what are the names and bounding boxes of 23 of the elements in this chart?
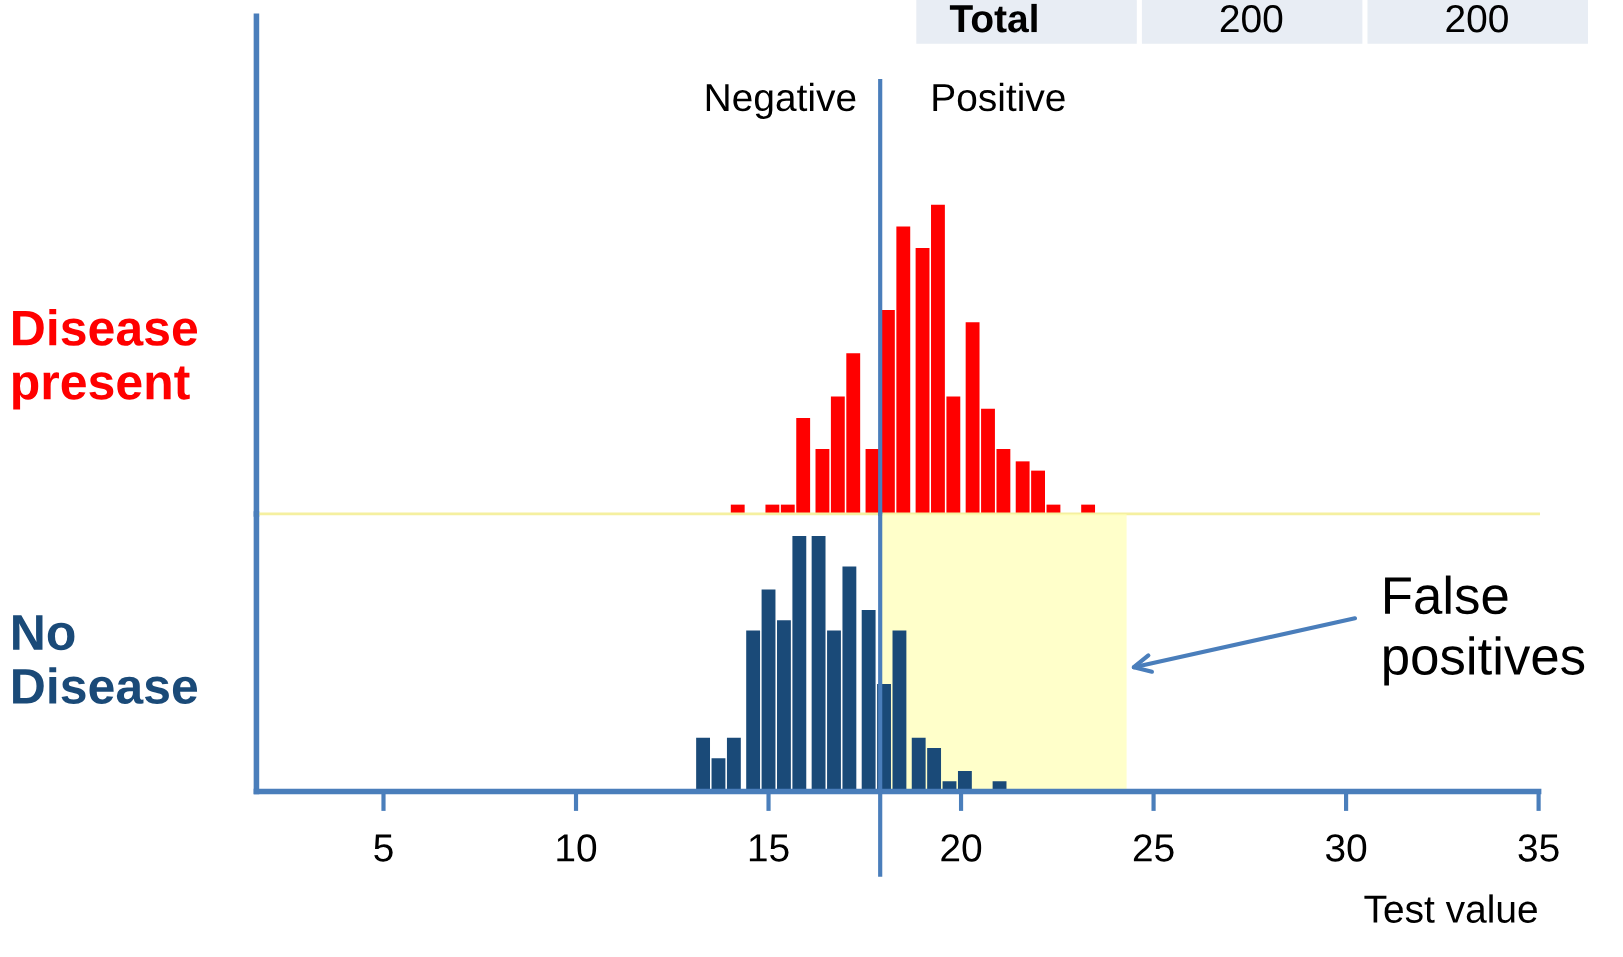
x-tick-label: 15 xyxy=(749,834,789,862)
bar xyxy=(746,630,761,792)
text: Negative xyxy=(706,82,856,119)
text: 200 xyxy=(1220,4,1283,33)
bar xyxy=(726,737,741,792)
annotation: False positives xyxy=(1384,575,1585,686)
text: Disease present xyxy=(13,309,198,410)
text: 200 xyxy=(1446,4,1508,33)
bar xyxy=(915,248,930,514)
x-tick-label: 35 xyxy=(1518,834,1559,862)
x-tick-label: 20 xyxy=(941,834,982,862)
bar xyxy=(761,589,776,792)
bar xyxy=(815,449,830,514)
text: No Disease xyxy=(13,615,198,705)
text: Positive xyxy=(933,82,1065,112)
x-tick-label: 10 xyxy=(557,834,597,862)
x-axis-title: Test value xyxy=(1364,894,1537,923)
x-tick-label: 5 xyxy=(374,834,393,862)
text: Total xyxy=(949,3,1037,33)
x-tick-label: 30 xyxy=(1325,834,1367,862)
bar xyxy=(892,630,907,792)
x-tick-label: 25 xyxy=(1133,834,1174,862)
bar xyxy=(696,737,711,792)
